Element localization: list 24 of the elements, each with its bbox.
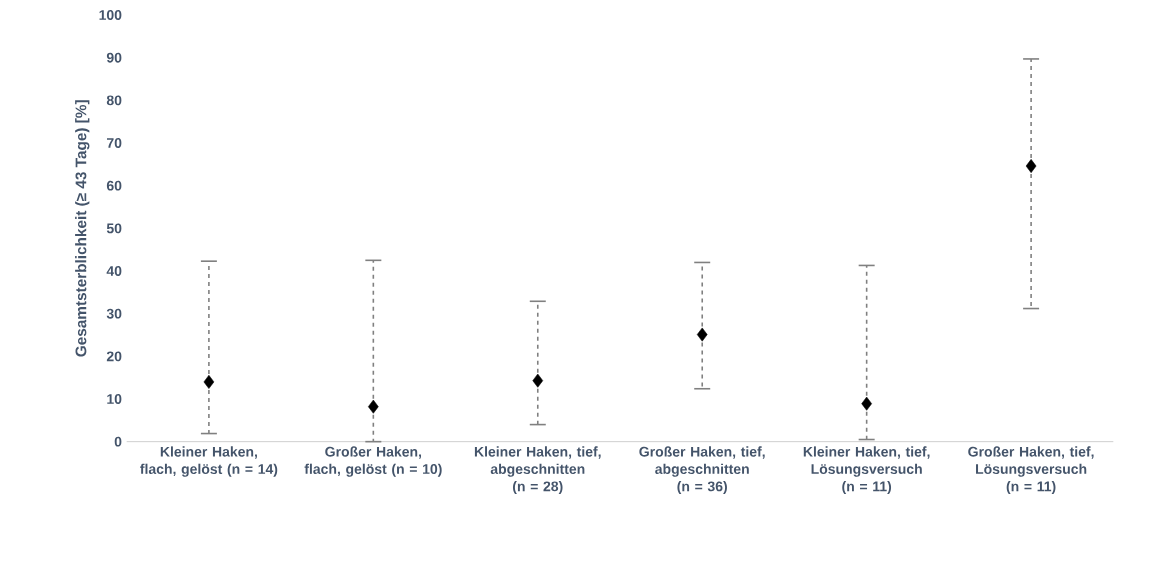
x-tick-label: Großer Haken, flach, gelöst (n = 10) bbox=[304, 446, 442, 477]
y-tick-label: 50 bbox=[106, 223, 122, 234]
x-tick-label: Großer Haken, tief, abgeschnitten (n = 36) bbox=[639, 446, 765, 495]
y-tick-label: 70 bbox=[107, 138, 122, 148]
y-tick-label: 20 bbox=[106, 351, 122, 362]
point bbox=[1025, 159, 1037, 173]
y-tick-label: 0 bbox=[114, 436, 122, 447]
point bbox=[696, 327, 708, 342]
point bbox=[532, 373, 544, 388]
y-tick-label: 30 bbox=[106, 308, 122, 319]
point bbox=[861, 396, 872, 411]
x-tick-label: Kleiner Haken, tief, abgeschnitten (n = 28) bbox=[474, 446, 601, 495]
x-tick-label: Großer Haken, tief, Lösungsversuch (n = 11) bbox=[968, 446, 1094, 495]
point bbox=[203, 374, 215, 389]
point bbox=[368, 399, 379, 414]
y-tick-label: 90 bbox=[106, 52, 122, 63]
y-tick-label: 80 bbox=[106, 95, 122, 106]
x-tick-label: Kleiner Haken, flach, gelöst (n = 14) bbox=[140, 446, 278, 477]
y-tick-label: 60 bbox=[106, 180, 122, 191]
y-tick-label: 10 bbox=[107, 394, 122, 404]
x-tick-label: Kleiner Haken, tief, Lösungsversuch (n = 11) bbox=[803, 446, 930, 495]
y-axis-title: Gesamtsterblichkeit (≥ 43 Tage) [%] bbox=[75, 100, 90, 357]
y-tick-label: 100 bbox=[99, 10, 122, 20]
y-tick-label: 40 bbox=[106, 266, 122, 276]
